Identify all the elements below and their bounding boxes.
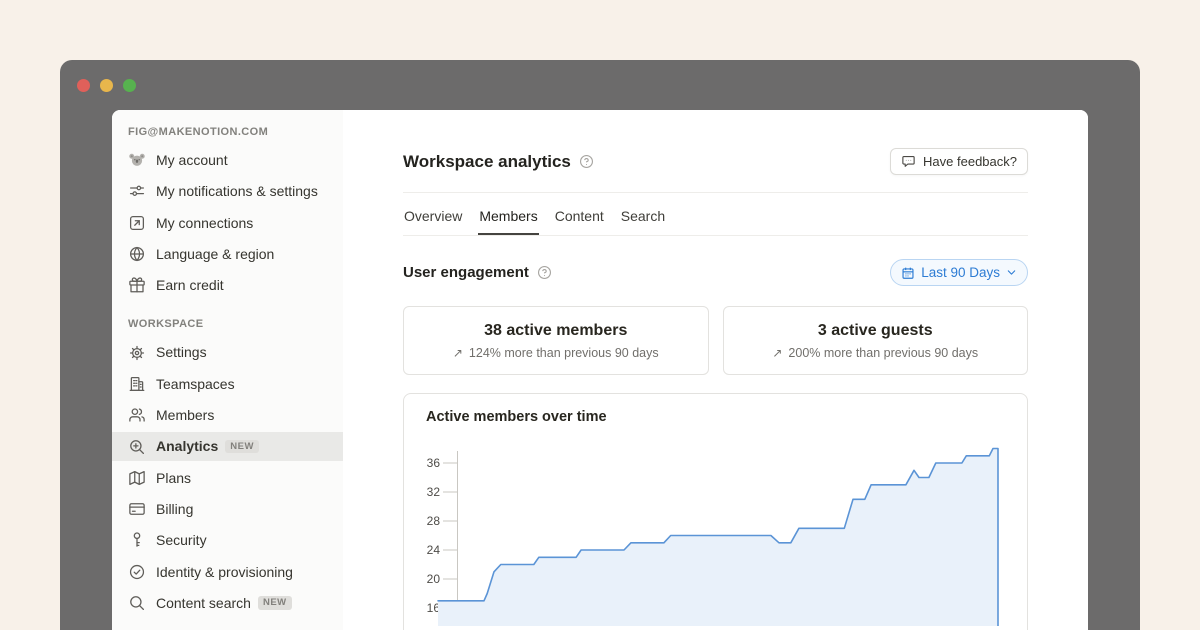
svg-text:28: 28: [427, 514, 441, 528]
date-range-button[interactable]: Last 90 Days: [890, 259, 1028, 286]
credit-card-icon: [128, 500, 146, 518]
traffic-light-close[interactable]: [77, 79, 90, 92]
sidebar-item-settings[interactable]: Settings: [112, 338, 343, 366]
sidebar-item-label: Plans: [156, 468, 191, 488]
sidebar-item-label: Earn credit: [156, 275, 224, 295]
traffic-light-minimize[interactable]: [100, 79, 113, 92]
date-range-label: Last 90 Days: [921, 265, 1000, 280]
sidebar-item-label: Members: [156, 405, 214, 425]
settings-panel: FIG@MAKENOTION.COM My account My notific…: [112, 110, 1088, 630]
sidebar-item-language-region[interactable]: Language & region: [112, 240, 343, 268]
sidebar-item-analytics[interactable]: Analytics NEW: [112, 432, 343, 460]
members-chart-svg: 363228242016: [424, 446, 1002, 626]
message-bubble-icon: [901, 154, 916, 169]
sidebar-item-my-account[interactable]: My account: [112, 146, 343, 174]
stat-cards: 38 active members ↗ 124% more than previ…: [403, 306, 1028, 375]
key-icon: [128, 531, 146, 549]
sidebar-item-billing[interactable]: Billing: [112, 495, 343, 523]
sidebar-item-label: My notifications & settings: [156, 181, 318, 201]
workspace-section-label: WORKSPACE: [112, 318, 343, 330]
settings-sidebar: FIG@MAKENOTION.COM My account My notific…: [112, 110, 343, 630]
sidebar-item-earn-credit[interactable]: Earn credit: [112, 271, 343, 299]
svg-text:36: 36: [427, 456, 441, 470]
building-icon: [128, 375, 146, 393]
stat-card-active-guests: 3 active guests ↗ 200% more than previou…: [723, 306, 1029, 375]
svg-text:20: 20: [427, 572, 441, 586]
calendar-icon: [901, 266, 915, 280]
stat-delta-text: 124% more than previous 90 days: [469, 346, 659, 360]
trend-up-arrow-icon: ↗: [453, 346, 463, 360]
sidebar-item-my-connections[interactable]: My connections: [112, 209, 343, 237]
stat-delta: ↗ 124% more than previous 90 days: [453, 346, 659, 360]
stat-delta-text: 200% more than previous 90 days: [788, 346, 978, 360]
sidebar-item-label: Identity & provisioning: [156, 562, 293, 582]
sidebar-item-my-notifications-settings[interactable]: My notifications & settings: [112, 177, 343, 205]
sidebar-item-identity-provisioning[interactable]: Identity & provisioning: [112, 558, 343, 586]
sidebar-item-label: Billing: [156, 499, 193, 519]
account-section-label: FIG@MAKENOTION.COM: [112, 126, 343, 138]
tab-search[interactable]: Search: [620, 206, 666, 235]
chevron-down-icon: [1006, 267, 1017, 278]
page-header: Workspace analytics Have feedback?: [403, 148, 1028, 193]
sidebar-item-label: My connections: [156, 213, 253, 233]
sidebar-item-label: Language & region: [156, 244, 274, 264]
feedback-button[interactable]: Have feedback?: [890, 148, 1028, 175]
magnifier-plus-icon: [128, 438, 146, 456]
sidebar-item-label: Settings: [156, 342, 207, 362]
sidebar-item-label: My account: [156, 150, 228, 170]
window-titlebar: [60, 60, 1140, 110]
shield-check-icon: [128, 563, 146, 581]
feedback-button-label: Have feedback?: [923, 154, 1017, 169]
sidebar-item-security[interactable]: Security: [112, 526, 343, 554]
sidebar-item-label: Content search: [156, 593, 251, 613]
stat-value: 38 active members: [484, 322, 627, 340]
sidebar-item-label: Analytics: [156, 436, 218, 456]
app-window: FIG@MAKENOTION.COM My account My notific…: [60, 60, 1140, 630]
new-badge: NEW: [225, 440, 259, 454]
chart-title: Active members over time: [426, 409, 1027, 425]
sidebar-item-label: Teamspaces: [156, 374, 235, 394]
user-engagement-header: User engagement Last 90 Days: [403, 259, 1028, 286]
main-content: Workspace analytics Have feedback? Overv…: [343, 110, 1088, 630]
section-title: User engagement: [403, 264, 529, 281]
help-icon[interactable]: [537, 265, 552, 280]
sidebar-item-content-search[interactable]: Content search NEW: [112, 589, 343, 617]
page-title: Workspace analytics: [403, 152, 571, 172]
gift-icon: [128, 276, 146, 294]
sliders-icon: [128, 182, 146, 200]
stat-delta: ↗ 200% more than previous 90 days: [772, 346, 978, 360]
sidebar-item-teamspaces[interactable]: Teamspaces: [112, 370, 343, 398]
map-icon: [128, 469, 146, 487]
svg-text:24: 24: [427, 543, 441, 557]
sidebar-item-plans[interactable]: Plans: [112, 464, 343, 492]
people-icon: [128, 406, 146, 424]
svg-text:32: 32: [427, 485, 441, 499]
chart-card: Active members over time 363228242016: [403, 393, 1028, 630]
koala-avatar-icon: [128, 151, 146, 169]
tab-overview[interactable]: Overview: [403, 206, 463, 235]
new-badge: NEW: [258, 596, 292, 610]
gear-icon: [128, 344, 146, 362]
globe-icon: [128, 245, 146, 263]
stat-value: 3 active guests: [818, 322, 933, 340]
analytics-tabs: Overview Members Content Search: [403, 193, 1028, 236]
tab-content[interactable]: Content: [554, 206, 605, 235]
arrow-up-right-box-icon: [128, 214, 146, 232]
tab-members[interactable]: Members: [478, 206, 538, 235]
help-icon[interactable]: [579, 154, 594, 169]
sidebar-item-label: Security: [156, 530, 207, 550]
trend-up-arrow-icon: ↗: [772, 346, 782, 360]
stat-card-active-members: 38 active members ↗ 124% more than previ…: [403, 306, 709, 375]
sidebar-item-members[interactable]: Members: [112, 401, 343, 429]
traffic-light-zoom[interactable]: [123, 79, 136, 92]
magnifier-icon: [128, 594, 146, 612]
